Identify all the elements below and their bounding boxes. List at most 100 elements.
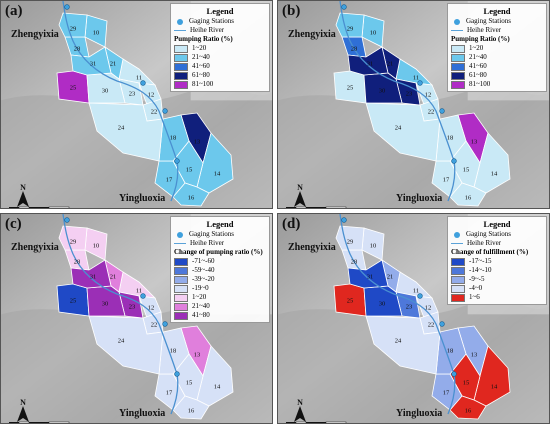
gaging-station (64, 217, 70, 223)
heihe-river (62, 1, 179, 202)
gaging-station (439, 321, 445, 327)
legend-class: 21~40 (174, 302, 266, 311)
legend-heihe-river: Heihe River (451, 239, 543, 248)
legend-swatch (451, 71, 465, 80)
zone-label: 24 (118, 338, 125, 345)
legend-class: 61~80 (451, 71, 543, 80)
zone-label: 17 (443, 390, 450, 397)
place-name-zhengyixia: Zhengyixia (11, 29, 59, 40)
legend-swatch (174, 44, 188, 53)
gaging-station (140, 293, 146, 299)
place-name-yingluoxia: Yingluoxia (396, 408, 443, 419)
place-name-zhengyixia: Zhengyixia (11, 242, 59, 253)
irrigation-zone-24 (365, 102, 441, 162)
legend-swatch (451, 53, 465, 62)
zone-label: 24 (118, 125, 125, 132)
zone-label: 28 (351, 259, 358, 266)
zone-label: 28 (351, 46, 358, 53)
zone-label: 10 (93, 30, 100, 37)
legend-swatch (174, 53, 188, 62)
legend-gaging-stations: Gaging Stations (451, 17, 543, 26)
legend-class: 61~80 (174, 71, 266, 80)
legend-class: 81~100 (451, 80, 543, 89)
zone-label: 28 (74, 259, 81, 266)
legend-swatch (174, 71, 188, 80)
legend-class: 41~60 (174, 62, 266, 71)
zone-label: 22 (151, 322, 158, 329)
legend-class: -19~0 (174, 284, 266, 293)
legend-gaging-stations: Gaging Stations (174, 230, 266, 239)
gaging-station-icon (177, 18, 183, 25)
gaging-station (174, 158, 180, 164)
legend-title: Legend (206, 6, 234, 16)
legend-subtitle: Pumping Ratio (%) (174, 35, 233, 43)
zone-label: 30 (102, 301, 109, 308)
legend-class: -71~-60 (174, 257, 266, 266)
legend-swatch (451, 80, 465, 89)
irrigation-zone-24 (88, 315, 164, 375)
zone-label: 16 (465, 408, 472, 415)
zone-label: 25 (347, 298, 354, 305)
legend-class: -4~0 (451, 284, 543, 293)
zone-label: 13 (194, 139, 201, 146)
zone-label: 31 (367, 61, 374, 68)
zone-label: 17 (166, 390, 173, 397)
legend-title: Legend (483, 219, 511, 229)
map-legend: Legend Gaging Stations Heihe River Change o… (170, 216, 270, 323)
legend-class: 1~20 (174, 293, 266, 302)
gaging-station (174, 371, 180, 377)
zone-label: 12 (425, 92, 432, 99)
legend-class: -59~-40 (174, 266, 266, 275)
zone-label: 11 (413, 75, 419, 82)
panel-label: (c) (5, 216, 22, 232)
svg-text:N: N (297, 398, 303, 407)
zone-label: 22 (151, 109, 158, 116)
legend-swatch (174, 266, 188, 275)
zone-label: 31 (367, 274, 374, 281)
gaging-station (451, 158, 457, 164)
map-legend: Legend Gaging Stations Heihe River Pumping … (447, 3, 547, 92)
irrigation-zone-31 (70, 46, 112, 76)
legend-class: -14~-10 (451, 266, 543, 275)
zone-label: 10 (93, 243, 100, 250)
zone-label: 13 (194, 352, 201, 359)
river-line-icon (174, 243, 186, 244)
zone-label: 29 (347, 26, 354, 33)
zone-label: 12 (425, 305, 432, 312)
legend-heihe-river: Heihe River (451, 26, 543, 35)
legend-swatch (451, 62, 465, 71)
irrigation-zone-31 (347, 259, 389, 289)
zone-label: 29 (347, 239, 354, 246)
zone-label: 29 (70, 239, 77, 246)
legend-class: 21~40 (451, 53, 543, 62)
zone-label: 25 (70, 298, 77, 305)
zone-label: 11 (136, 288, 142, 295)
map-panel-d: 29 10 28 31 21 25 30 23 11 12 22 24 18 13 14 17 15 16 (d) Z… (277, 213, 550, 424)
panel-label: (d) (282, 216, 301, 232)
legend-class: -39~-20 (174, 275, 266, 284)
zone-label: 24 (395, 125, 402, 132)
legend-gaging-stations: Gaging Stations (174, 17, 266, 26)
place-name-zhengyixia: Zhengyixia (288, 242, 336, 253)
legend-swatch (174, 257, 188, 266)
legend-swatch (174, 62, 188, 71)
zone-label: 23 (406, 91, 413, 98)
zone-label: 24 (395, 338, 402, 345)
gaging-station (341, 217, 347, 223)
legend-heihe-river: Heihe River (174, 26, 266, 35)
zone-label: 15 (463, 380, 470, 387)
zone-label: 13 (471, 139, 478, 146)
legend-swatch (451, 266, 465, 275)
legend-class: 81~100 (174, 80, 266, 89)
panel-label: (b) (282, 3, 301, 19)
zone-label: 18 (170, 348, 177, 355)
zone-label: 11 (413, 288, 419, 295)
map-legend: Legend Gaging Stations Heihe River Change o… (447, 216, 547, 305)
zone-label: 30 (379, 88, 386, 95)
zone-label: 16 (465, 195, 472, 202)
legend-class: 21~40 (174, 53, 266, 62)
zone-label: 14 (214, 384, 221, 391)
irrigation-zone-31 (347, 46, 389, 76)
gaging-station (64, 4, 70, 10)
zone-label: 29 (70, 26, 77, 33)
